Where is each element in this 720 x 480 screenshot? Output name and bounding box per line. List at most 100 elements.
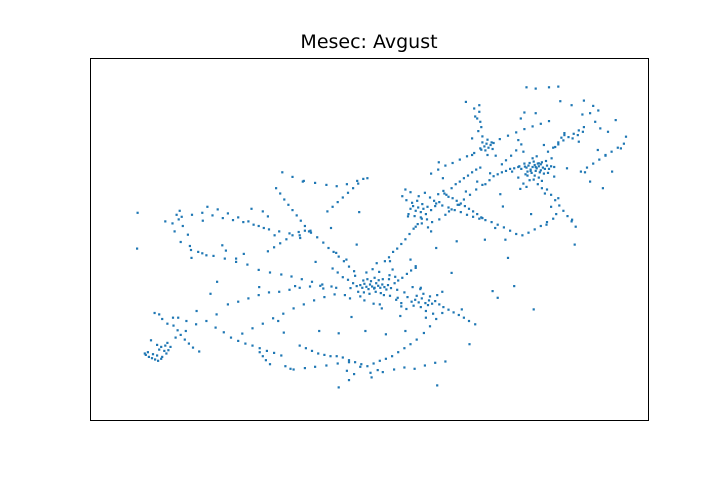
- scatter-point: [606, 130, 610, 133]
- scatter-point: [335, 355, 338, 358]
- scatter-point: [314, 181, 317, 184]
- scatter-point: [318, 329, 321, 333]
- scatter-point: [362, 279, 365, 282]
- scatter-point: [496, 173, 499, 176]
- scatter-point: [521, 234, 524, 237]
- scatter-point: [198, 350, 201, 353]
- scatter-point: [487, 146, 490, 149]
- scatter-point: [419, 286, 422, 289]
- scatter-point: [319, 284, 322, 287]
- scatter-point: [601, 187, 604, 190]
- scatter-point: [347, 379, 351, 382]
- scatter-point: [524, 173, 527, 176]
- scatter-point: [346, 191, 350, 194]
- scatter-point: [441, 290, 444, 293]
- scatter-point: [164, 344, 167, 347]
- scatter-point: [523, 128, 526, 131]
- scatter-point: [582, 99, 585, 102]
- scatter-point: [279, 192, 282, 195]
- scatter-point: [364, 329, 367, 333]
- scatter-point: [136, 247, 139, 250]
- scatter-point: [572, 132, 575, 135]
- scatter-point: [424, 302, 427, 305]
- scatter-point: [165, 352, 168, 355]
- scatter-point: [468, 343, 471, 346]
- scatter-point: [424, 316, 427, 319]
- scatter-point: [596, 148, 599, 152]
- scatter-point: [280, 354, 283, 357]
- scatter-point: [536, 183, 539, 186]
- scatter-point: [371, 268, 374, 271]
- scatter-point: [414, 209, 417, 212]
- scatter-point: [409, 207, 412, 210]
- scatter-point: [282, 312, 285, 315]
- scatter-point: [557, 143, 560, 146]
- scatter-point: [235, 257, 238, 260]
- scatter-point: [589, 112, 592, 115]
- scatter-point: [400, 302, 403, 305]
- scatter-point: [559, 100, 562, 103]
- scatter-point: [206, 205, 209, 208]
- scatter-point: [473, 107, 476, 110]
- scatter-point: [436, 384, 439, 387]
- scatter-point: [511, 170, 514, 173]
- scatter-point: [529, 168, 532, 171]
- scatter-point: [535, 155, 538, 158]
- scatter-point: [550, 157, 553, 160]
- scatter-point: [544, 159, 548, 163]
- scatter-point: [574, 225, 577, 228]
- scatter-point: [427, 299, 431, 302]
- scatter-point: [444, 164, 447, 167]
- scatter-point: [231, 219, 235, 222]
- scatter-point: [366, 365, 369, 368]
- scatter-point: [175, 213, 178, 216]
- scatter-point: [459, 211, 462, 214]
- scatter-point: [552, 217, 555, 220]
- scatter-point: [624, 135, 628, 138]
- scatter-point: [278, 230, 281, 233]
- scatter-point: [480, 126, 483, 129]
- scatter-point: [430, 209, 433, 212]
- scatter-point: [381, 371, 384, 374]
- scatter-point: [519, 117, 522, 120]
- scatter-point: [558, 204, 561, 207]
- scatter-point: [479, 120, 482, 123]
- scatter-point: [462, 316, 465, 319]
- scatter-point: [291, 209, 294, 212]
- scatter-point: [247, 220, 250, 223]
- scatter-point: [491, 290, 494, 293]
- scatter-point: [285, 238, 288, 241]
- scatter-point: [539, 163, 542, 166]
- scatter-point: [550, 205, 553, 208]
- scatter-point: [388, 274, 391, 277]
- scatter-point: [582, 126, 585, 129]
- scatter-point: [597, 109, 600, 112]
- scatter-point: [268, 363, 272, 366]
- scatter-point: [531, 125, 534, 128]
- scatter-point: [221, 244, 224, 247]
- scatter-point: [450, 208, 453, 211]
- scatter-point: [534, 165, 537, 169]
- scatter-point: [465, 155, 469, 158]
- scatter-point: [501, 205, 504, 208]
- scatter-point: [264, 359, 267, 362]
- scatter-point: [540, 161, 543, 164]
- scatter-point: [480, 148, 483, 151]
- scatter-point: [422, 331, 425, 335]
- scatter-point: [211, 214, 214, 217]
- scatter-point: [308, 285, 312, 288]
- scatter-point: [522, 150, 525, 153]
- scatter-point: [216, 280, 219, 283]
- scatter-point: [412, 205, 415, 208]
- scatter-point: [257, 268, 260, 271]
- scatter-point: [226, 303, 229, 306]
- scatter-point: [156, 354, 159, 357]
- scatter-point: [479, 147, 482, 150]
- scatter-point: [396, 288, 399, 291]
- scatter-point: [335, 251, 338, 254]
- scatter-point: [460, 308, 463, 311]
- scatter-point: [237, 216, 240, 219]
- scatter-point: [506, 134, 510, 137]
- scatter-point: [550, 165, 553, 168]
- scatter-point: [359, 295, 362, 298]
